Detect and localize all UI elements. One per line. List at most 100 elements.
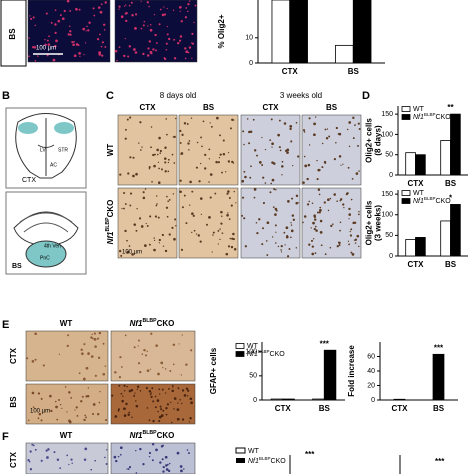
significance: ***	[305, 450, 315, 459]
cell	[330, 224, 333, 228]
cell	[102, 342, 105, 345]
cell	[202, 120, 205, 123]
cell	[158, 167, 160, 170]
cell	[177, 402, 179, 404]
cell	[52, 58, 56, 62]
cell	[50, 409, 53, 413]
cell	[283, 122, 287, 125]
y-tick-label: 10	[245, 35, 253, 42]
x-tick-label: CTX	[408, 179, 425, 188]
cell	[195, 233, 198, 235]
cell	[117, 455, 120, 458]
cell	[149, 28, 153, 32]
cell	[246, 118, 249, 120]
cell	[158, 238, 161, 242]
legend-swatch	[236, 458, 245, 463]
cell	[172, 9, 175, 11]
cell	[160, 361, 164, 365]
cell	[233, 190, 235, 193]
cell	[347, 240, 350, 242]
cell	[148, 166, 151, 169]
cell	[249, 176, 252, 179]
cell	[155, 195, 158, 197]
cell	[91, 333, 93, 336]
cell	[155, 49, 158, 52]
cell	[127, 55, 130, 58]
text-part: Nf1	[130, 319, 143, 328]
cell	[87, 352, 90, 355]
cell	[135, 449, 137, 452]
text-part: CKO	[436, 114, 452, 121]
cell	[130, 1, 133, 4]
cell	[59, 403, 62, 406]
panel-label: E	[2, 319, 9, 331]
cell	[269, 191, 272, 194]
cell	[93, 403, 95, 406]
cell	[59, 467, 62, 470]
cell	[131, 416, 133, 419]
cell	[140, 27, 143, 30]
cell	[105, 463, 108, 465]
cell	[155, 42, 158, 44]
cell	[135, 229, 138, 232]
cell	[290, 236, 292, 239]
cell	[167, 170, 170, 173]
cell	[191, 231, 193, 234]
cell	[157, 410, 159, 413]
cell	[163, 57, 167, 61]
cell	[150, 126, 153, 128]
cell	[58, 399, 60, 401]
cell	[211, 251, 213, 253]
bar	[335, 44, 354, 64]
cell	[313, 218, 317, 221]
y-tick-label: 150	[381, 111, 393, 118]
cell	[187, 452, 190, 455]
column-label: WT	[60, 319, 73, 328]
cell	[34, 24, 36, 27]
structure-label: LV	[40, 147, 46, 153]
cell	[86, 25, 88, 28]
cell	[292, 218, 296, 221]
cell	[32, 406, 35, 408]
cell	[261, 227, 264, 230]
cell	[167, 158, 170, 161]
y-tick-label: 0	[371, 397, 375, 404]
cell	[69, 33, 72, 36]
cell	[61, 17, 65, 21]
cell	[312, 221, 315, 225]
cell	[54, 23, 57, 26]
cell	[26, 357, 29, 360]
cell	[190, 349, 193, 352]
cell	[271, 146, 273, 148]
cell	[235, 202, 237, 204]
column-label: CTX	[140, 103, 157, 112]
row-label: Nf1BLBPCKO	[105, 200, 115, 245]
cell	[290, 140, 293, 143]
cell	[149, 368, 152, 370]
cell	[127, 413, 130, 417]
x-tick-label: CTX	[275, 404, 292, 413]
cell	[290, 224, 293, 226]
cell	[131, 252, 134, 256]
cell	[151, 387, 154, 390]
cell	[76, 414, 79, 417]
cell	[171, 153, 174, 156]
cell	[79, 55, 81, 57]
cell	[189, 397, 193, 401]
cell	[323, 201, 326, 204]
y-tick-label: 100	[381, 212, 393, 219]
cell	[153, 248, 156, 252]
cell	[165, 118, 168, 120]
cell	[315, 229, 318, 232]
x-tick-label: BS	[348, 67, 360, 76]
micrograph	[25, 383, 109, 425]
cell	[274, 213, 277, 216]
cell	[40, 397, 43, 400]
cell	[121, 207, 123, 210]
cell	[142, 52, 145, 56]
text-part: CKO	[157, 431, 175, 440]
cell	[338, 241, 341, 245]
cell	[208, 148, 211, 151]
cell	[285, 226, 289, 230]
cell	[138, 362, 141, 365]
